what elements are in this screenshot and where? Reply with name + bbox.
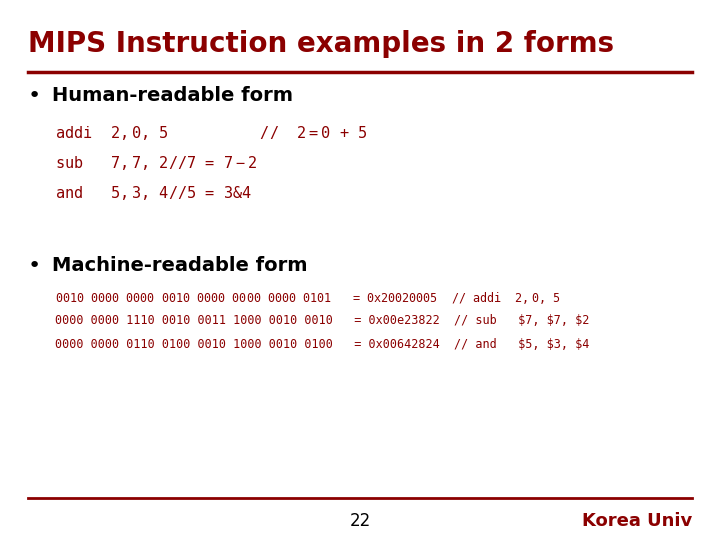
- Text: addi  $2, $0, 5          //  $2 = $0 + 5: addi $2, $0, 5 // $2 = $0 + 5: [55, 124, 368, 142]
- Text: Machine-readable form: Machine-readable form: [52, 256, 307, 275]
- Text: 0010 0000 0000 0010 0000 0000 0000 0101   = 0x20020005  // addi  $2, $0, 5: 0010 0000 0000 0010 0000 0000 0000 0101 …: [55, 290, 561, 306]
- Text: 22: 22: [349, 512, 371, 530]
- Text: and   $5, $3, $4         //  $5 = $3 & $4: and $5, $3, $4 // $5 = $3 & $4: [55, 184, 252, 202]
- Text: MIPS Instruction examples in 2 forms: MIPS Instruction examples in 2 forms: [28, 30, 614, 58]
- Text: 0000 0000 0110 0100 0010 1000 0010 0100   = 0x00642824  // and   $5, $3, $4: 0000 0000 0110 0100 0010 1000 0010 0100 …: [55, 338, 590, 351]
- Text: Human-readable form: Human-readable form: [52, 86, 293, 105]
- Text: •: •: [28, 86, 41, 106]
- Text: 0000 0000 1110 0010 0011 1000 0010 0010   = 0x00e23822  // sub   $7, $7, $2: 0000 0000 1110 0010 0011 1000 0010 0010 …: [55, 314, 590, 327]
- Text: sub   $7, $7, $2         //  $7 = $7 - $2: sub $7, $7, $2 // $7 = $7 - $2: [55, 154, 258, 172]
- Text: •: •: [28, 256, 41, 276]
- Text: Korea Univ: Korea Univ: [582, 512, 692, 530]
